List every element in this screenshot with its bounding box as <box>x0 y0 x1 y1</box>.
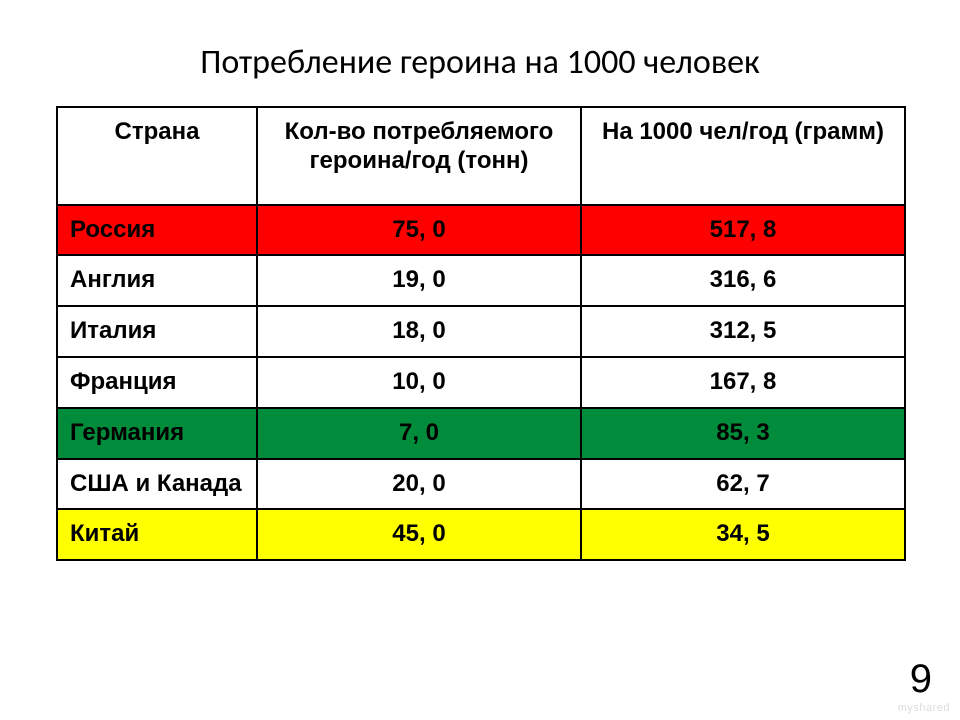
cell-country: Китай <box>57 509 257 560</box>
cell-tons: 10, 0 <box>257 357 581 408</box>
col-header-country: Страна <box>57 107 257 205</box>
table-header-row: Страна Кол-во потребляемого героина/год … <box>57 107 905 205</box>
table-row: Китай 45, 0 34, 5 <box>57 509 905 560</box>
cell-per1000: 517, 8 <box>581 205 905 256</box>
table-body: Россия 75, 0 517, 8 Англия 19, 0 316, 6 … <box>57 205 905 561</box>
cell-tons: 18, 0 <box>257 306 581 357</box>
cell-country: Франция <box>57 357 257 408</box>
col-header-tons: Кол-во потребляемого героина/год (тонн) <box>257 107 581 205</box>
cell-tons: 20, 0 <box>257 459 581 510</box>
cell-country: Германия <box>57 408 257 459</box>
cell-tons: 45, 0 <box>257 509 581 560</box>
data-table: Страна Кол-во потребляемого героина/год … <box>56 106 906 561</box>
table-row: Франция 10, 0 167, 8 <box>57 357 905 408</box>
cell-country: Англия <box>57 255 257 306</box>
cell-tons: 7, 0 <box>257 408 581 459</box>
cell-per1000: 316, 6 <box>581 255 905 306</box>
cell-per1000: 167, 8 <box>581 357 905 408</box>
table-row: США и Канада 20, 0 62, 7 <box>57 459 905 510</box>
cell-tons: 75, 0 <box>257 205 581 256</box>
slide-title: Потребление героина на 1000 человек <box>0 42 960 83</box>
cell-per1000: 62, 7 <box>581 459 905 510</box>
table-row: Россия 75, 0 517, 8 <box>57 205 905 256</box>
cell-per1000: 34, 5 <box>581 509 905 560</box>
col-header-per1000: На 1000 чел/год (грамм) <box>581 107 905 205</box>
watermark: myshared <box>898 702 950 714</box>
cell-per1000: 85, 3 <box>581 408 905 459</box>
table-row: Германия 7, 0 85, 3 <box>57 408 905 459</box>
slide: { "title": "Потребление героина на 1000 … <box>0 0 960 720</box>
cell-country: Россия <box>57 205 257 256</box>
cell-country: США и Канада <box>57 459 257 510</box>
cell-tons: 19, 0 <box>257 255 581 306</box>
cell-country: Италия <box>57 306 257 357</box>
table-row: Англия 19, 0 316, 6 <box>57 255 905 306</box>
page-number: 9 <box>910 657 932 702</box>
table-row: Италия 18, 0 312, 5 <box>57 306 905 357</box>
cell-per1000: 312, 5 <box>581 306 905 357</box>
